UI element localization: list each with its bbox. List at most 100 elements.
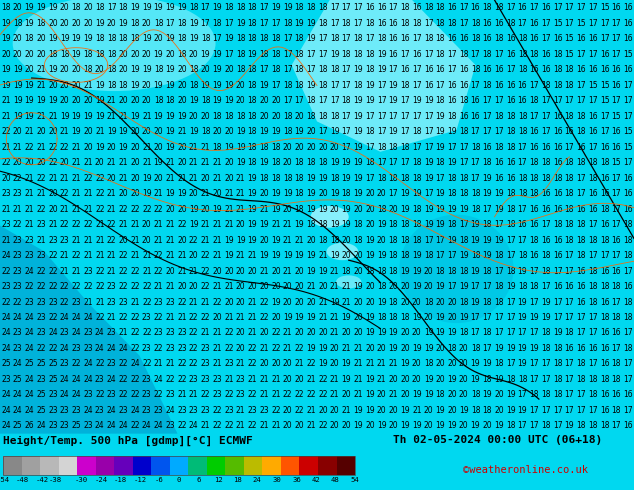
Text: 18: 18 <box>459 49 469 59</box>
Text: 20: 20 <box>200 205 210 214</box>
Text: 16: 16 <box>612 391 621 399</box>
Text: 24: 24 <box>153 375 164 384</box>
Text: 20: 20 <box>60 19 69 28</box>
Text: 19: 19 <box>400 360 410 368</box>
Text: 18: 18 <box>377 143 386 151</box>
Text: 21: 21 <box>107 158 116 167</box>
Text: 23: 23 <box>13 189 22 198</box>
Text: 19: 19 <box>165 112 175 121</box>
Text: 18: 18 <box>623 220 633 229</box>
Text: 21: 21 <box>212 282 222 291</box>
Text: 20: 20 <box>130 158 140 167</box>
Text: 22: 22 <box>318 391 328 399</box>
Text: 18: 18 <box>259 34 269 43</box>
Text: 19: 19 <box>365 81 375 90</box>
Text: 21: 21 <box>236 189 245 198</box>
Text: 22: 22 <box>1 297 11 307</box>
Text: 19: 19 <box>353 65 363 74</box>
Text: 19: 19 <box>412 421 422 430</box>
Text: 21: 21 <box>107 112 116 121</box>
Text: 17: 17 <box>541 96 551 105</box>
Text: 22: 22 <box>48 143 58 151</box>
Text: 21: 21 <box>178 127 187 136</box>
Text: 21: 21 <box>36 143 46 151</box>
Text: 19: 19 <box>482 360 492 368</box>
Text: 19: 19 <box>330 220 339 229</box>
Text: 18: 18 <box>224 3 234 12</box>
Text: 23: 23 <box>200 344 210 353</box>
Text: 17: 17 <box>565 391 574 399</box>
Text: 22: 22 <box>60 282 69 291</box>
Text: 20: 20 <box>165 49 175 59</box>
Text: 23: 23 <box>48 297 58 307</box>
Text: 18: 18 <box>612 406 621 415</box>
Text: 18: 18 <box>330 34 339 43</box>
Text: 24: 24 <box>95 421 105 430</box>
Text: 24: 24 <box>130 406 140 415</box>
Text: 16: 16 <box>529 65 539 74</box>
Text: 18: 18 <box>295 3 304 12</box>
Text: 18: 18 <box>248 158 257 167</box>
Text: 20: 20 <box>295 328 304 338</box>
Text: 20: 20 <box>25 65 34 74</box>
Text: 17: 17 <box>588 360 598 368</box>
Text: 21: 21 <box>365 360 375 368</box>
Text: 24: 24 <box>153 421 164 430</box>
Text: 16: 16 <box>517 81 527 90</box>
Text: 17: 17 <box>612 49 621 59</box>
Text: 20: 20 <box>224 297 234 307</box>
Text: 18: 18 <box>353 220 363 229</box>
Text: 19: 19 <box>271 127 281 136</box>
Text: 16: 16 <box>623 391 633 399</box>
Text: 21: 21 <box>259 421 269 430</box>
Text: 18: 18 <box>283 19 292 28</box>
Text: 18: 18 <box>471 391 480 399</box>
Text: 19: 19 <box>306 34 316 43</box>
Text: 21: 21 <box>36 81 46 90</box>
Text: 20: 20 <box>318 328 328 338</box>
Text: 20: 20 <box>130 173 140 183</box>
Text: 21: 21 <box>201 236 210 245</box>
Text: 19: 19 <box>153 158 164 167</box>
Text: 18: 18 <box>318 158 328 167</box>
Text: 19: 19 <box>470 360 481 368</box>
Text: 22: 22 <box>189 328 198 338</box>
Text: 20: 20 <box>377 391 386 399</box>
Text: 21: 21 <box>48 112 58 121</box>
Text: 17: 17 <box>588 3 598 12</box>
Text: 16: 16 <box>447 81 457 90</box>
Text: 21: 21 <box>95 297 105 307</box>
Text: 18: 18 <box>318 236 328 245</box>
Text: 17: 17 <box>576 189 586 198</box>
Text: 18: 18 <box>72 3 81 12</box>
Text: 20: 20 <box>36 34 46 43</box>
Text: 19: 19 <box>447 205 457 214</box>
Text: 19: 19 <box>494 205 504 214</box>
Text: 17: 17 <box>365 34 375 43</box>
Text: 18: 18 <box>342 267 351 275</box>
Text: 21: 21 <box>212 220 222 229</box>
Text: 17: 17 <box>576 313 586 322</box>
Text: 19: 19 <box>412 267 422 275</box>
Text: 17: 17 <box>342 65 351 74</box>
Text: 21: 21 <box>1 96 11 105</box>
Text: 20: 20 <box>400 391 410 399</box>
Text: 21: 21 <box>154 282 163 291</box>
Text: 19: 19 <box>459 205 469 214</box>
Text: 18: 18 <box>377 282 386 291</box>
Text: 18: 18 <box>576 421 586 430</box>
Text: 18: 18 <box>588 375 598 384</box>
Text: 21: 21 <box>212 251 222 260</box>
Text: 21: 21 <box>201 220 210 229</box>
Text: 20: 20 <box>119 96 128 105</box>
Text: 21: 21 <box>72 236 81 245</box>
Text: 17: 17 <box>565 267 574 275</box>
Text: 22: 22 <box>189 313 198 322</box>
Text: 19: 19 <box>177 112 187 121</box>
Text: 18: 18 <box>233 477 242 483</box>
Text: 18: 18 <box>541 251 551 260</box>
Text: 20: 20 <box>447 391 457 399</box>
Text: 18: 18 <box>60 49 69 59</box>
Text: 18: 18 <box>506 205 515 214</box>
Text: 23: 23 <box>25 236 34 245</box>
